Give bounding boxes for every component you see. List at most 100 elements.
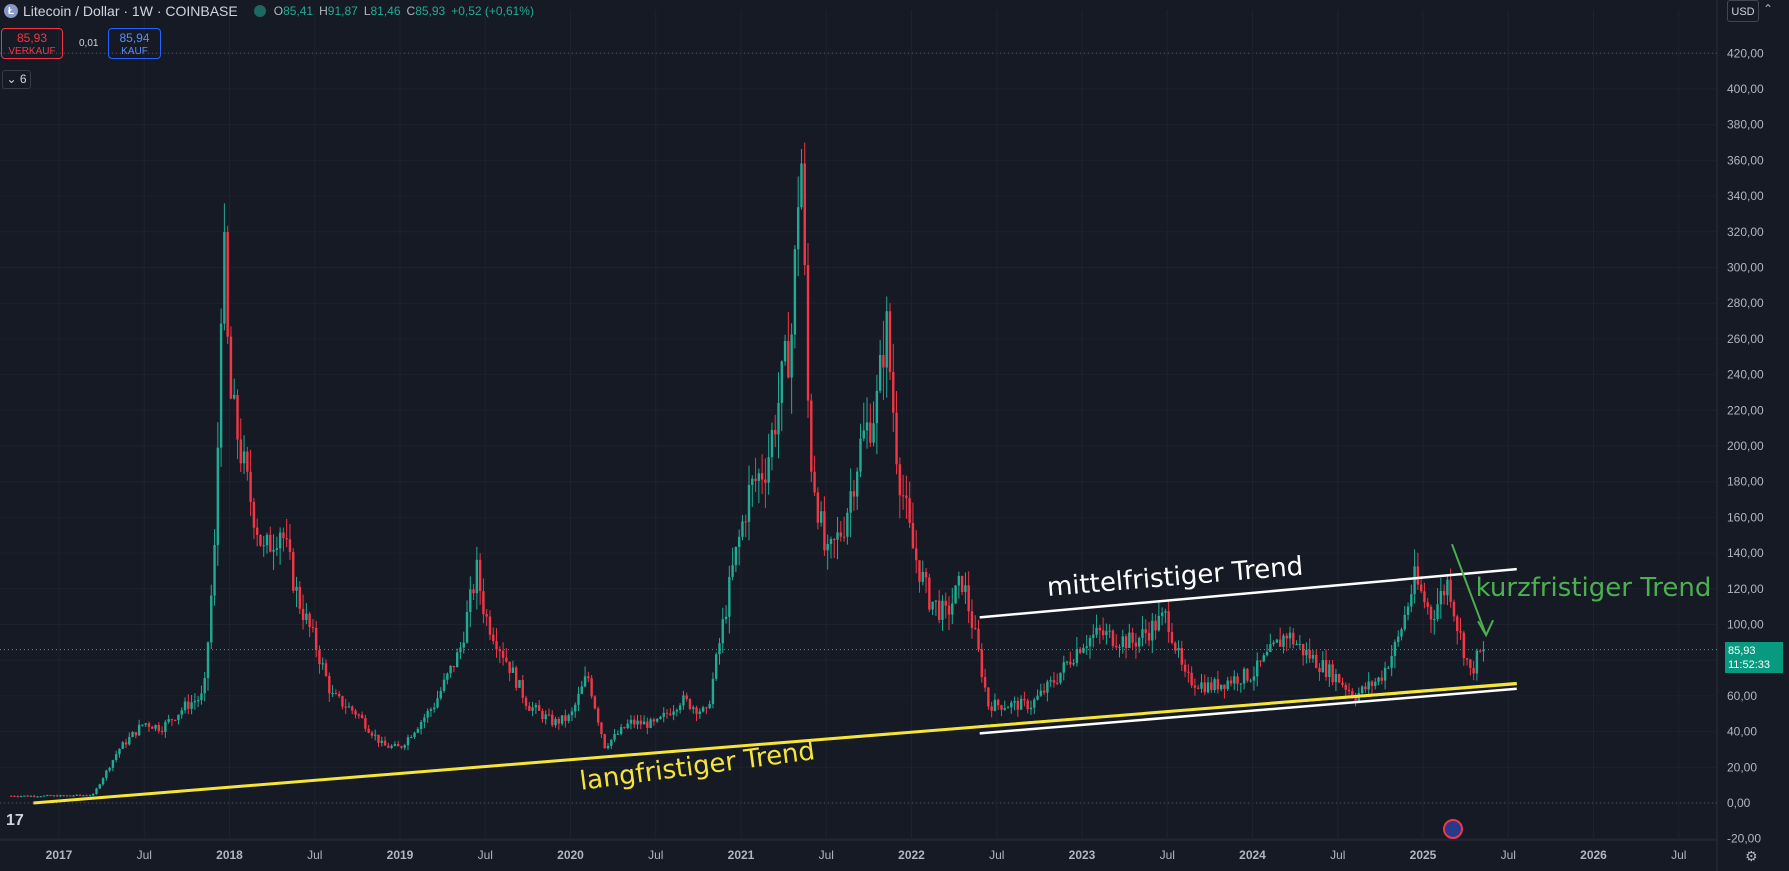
sell-button[interactable]: 85,93 VERKAUF (1, 28, 63, 59)
currency-button[interactable]: USD (1727, 0, 1759, 22)
candle (793, 245, 797, 349)
candle-body (944, 600, 947, 606)
y-tick-label: 100,00 (1727, 618, 1764, 632)
candle-body (813, 471, 816, 493)
candle (1026, 698, 1029, 714)
candle-body (1095, 627, 1098, 635)
candle (1331, 659, 1334, 686)
candle (603, 733, 606, 749)
candle (1397, 630, 1400, 647)
us-flag-icon[interactable] (1443, 819, 1463, 839)
candle-body (1059, 672, 1062, 683)
candle (1033, 697, 1036, 715)
litecoin-icon[interactable]: Ł (4, 4, 18, 18)
candle (387, 742, 390, 749)
trendline-long-support (979, 683, 1517, 728)
candle (1177, 640, 1180, 658)
candle (380, 736, 383, 747)
chevron-up-icon[interactable]: ⌃ (1763, 2, 1774, 16)
candle (524, 695, 528, 710)
candle-body (78, 794, 82, 796)
candle (285, 518, 288, 548)
candle (1151, 612, 1154, 654)
market-status-icon[interactable] (253, 5, 266, 17)
candle-body (213, 545, 216, 596)
candle (967, 571, 970, 624)
candle (1341, 677, 1344, 688)
buy-button[interactable]: 85,94 KAUF (108, 28, 161, 59)
candle (708, 700, 711, 710)
candle-body (603, 734, 606, 749)
candle (534, 702, 538, 714)
candle (1288, 626, 1292, 649)
x-tick-label: 2020 (557, 848, 584, 862)
candle-body (23, 795, 26, 797)
candle (833, 537, 836, 559)
candle-body (577, 693, 580, 705)
candle-body (344, 706, 347, 708)
candle-body (760, 473, 764, 480)
candle-body (144, 723, 147, 725)
candle (875, 374, 879, 455)
candle (1118, 644, 1121, 658)
candle-body (557, 718, 561, 724)
candle-body (1092, 634, 1095, 638)
tradingview-logo[interactable]: 17 (6, 812, 24, 829)
candle (469, 576, 472, 628)
candle-body (1282, 635, 1285, 647)
candle (1160, 607, 1164, 626)
candle (915, 530, 918, 574)
candle-body (787, 340, 790, 378)
candle-body (816, 492, 820, 523)
candle (406, 734, 410, 751)
candle-body (692, 707, 695, 709)
settings-icon[interactable]: ⚙ (1745, 848, 1758, 864)
candle (223, 203, 226, 331)
candle (806, 243, 810, 419)
candle (695, 705, 698, 722)
candle (777, 372, 780, 459)
candle-body (1187, 671, 1190, 673)
candle-body (646, 721, 649, 728)
candle-body (983, 677, 987, 688)
chart-header: Ł Litecoin / Dollar · 1W · COINBASE O85,… (0, 0, 534, 22)
candle (783, 334, 787, 366)
candle-body (39, 796, 42, 798)
candle-body (92, 794, 95, 796)
candle-body (328, 676, 331, 694)
candle-body (856, 471, 859, 497)
candle (554, 716, 557, 728)
candle-body (200, 693, 203, 701)
candle-body (82, 795, 85, 797)
symbol-title[interactable]: Litecoin / Dollar · 1W · COINBASE (23, 3, 238, 19)
candle-body (1115, 645, 1118, 648)
candle-body (1239, 683, 1243, 685)
candle (1095, 614, 1098, 638)
candle-body (465, 611, 469, 643)
candle (383, 736, 387, 746)
candle-body (216, 447, 220, 546)
candle-body (574, 704, 577, 712)
candle-body (649, 719, 652, 728)
candle (334, 689, 338, 695)
candle-body (1406, 606, 1410, 615)
candle (541, 708, 544, 723)
candle (295, 576, 298, 608)
candle (1236, 672, 1239, 692)
candle (947, 596, 951, 631)
candle-body (413, 732, 416, 738)
candle-body (108, 767, 111, 771)
candle (823, 496, 826, 556)
candle-body (1344, 684, 1347, 690)
candle-body (351, 706, 354, 711)
candle (885, 296, 888, 398)
candle (364, 714, 367, 732)
candle (951, 587, 954, 624)
candle (675, 708, 679, 717)
candle (23, 795, 26, 797)
indicators-toggle[interactable]: ⌄ 6 (2, 70, 31, 89)
candle-body (174, 719, 177, 721)
candle-body (1390, 655, 1393, 668)
candle-body (1236, 676, 1239, 684)
